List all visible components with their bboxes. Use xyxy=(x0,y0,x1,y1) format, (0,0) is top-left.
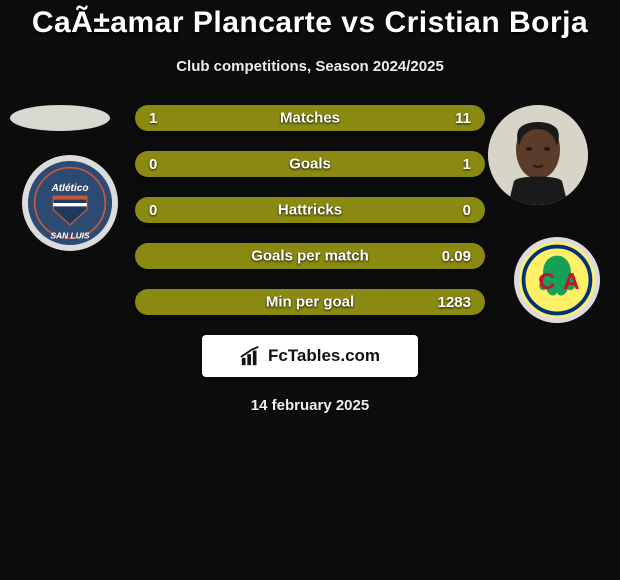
stat-right-value: 0.09 xyxy=(431,248,471,265)
stat-row-hattricks: 0 Hattricks 0 xyxy=(135,197,485,223)
stat-left-value: 1 xyxy=(149,110,189,127)
branding-badge[interactable]: FcTables.com xyxy=(202,335,418,377)
stat-metric-label: Goals per match xyxy=(251,248,369,265)
club-left-badge: Atlético SAN LUIS xyxy=(22,155,118,251)
stat-metric-label: Min per goal xyxy=(266,294,354,311)
stats-table: 1 Matches 11 0 Goals 1 0 Hattricks 0 Goa… xyxy=(135,105,485,315)
stat-metric-label: Hattricks xyxy=(278,202,342,219)
stat-right-value: 0 xyxy=(431,202,471,219)
player-left-avatar xyxy=(10,105,110,131)
stat-row-goals-per-match: Goals per match 0.09 xyxy=(135,243,485,269)
player-right-avatar xyxy=(488,105,588,205)
stat-row-matches: 1 Matches 11 xyxy=(135,105,485,131)
club-right-badge: C A xyxy=(514,237,600,323)
stat-right-value: 1283 xyxy=(431,294,471,311)
comparison-stage: Atlético SAN LUIS C A 1 Matches 11 0 Goa… xyxy=(0,105,620,414)
stat-row-goals: 0 Goals 1 xyxy=(135,151,485,177)
page-title: CaÃ±amar Plancarte vs Cristian Borja xyxy=(0,0,620,40)
stat-row-min-per-goal: Min per goal 1283 xyxy=(135,289,485,315)
bar-chart-icon xyxy=(240,345,262,367)
svg-text:A: A xyxy=(563,268,579,294)
stat-metric-label: Goals xyxy=(289,156,331,173)
footer-date: 14 february 2025 xyxy=(0,397,620,414)
stat-left-value: 0 xyxy=(149,156,189,173)
svg-text:SAN LUIS: SAN LUIS xyxy=(50,230,90,240)
stat-left-value: 0 xyxy=(149,202,189,219)
stat-metric-label: Matches xyxy=(280,110,340,127)
svg-text:Atlético: Atlético xyxy=(51,183,89,194)
stat-right-value: 1 xyxy=(431,156,471,173)
stat-right-value: 11 xyxy=(431,110,471,127)
branding-label: FcTables.com xyxy=(268,346,380,366)
page-subtitle: Club competitions, Season 2024/2025 xyxy=(0,58,620,75)
svg-text:C: C xyxy=(539,268,555,294)
